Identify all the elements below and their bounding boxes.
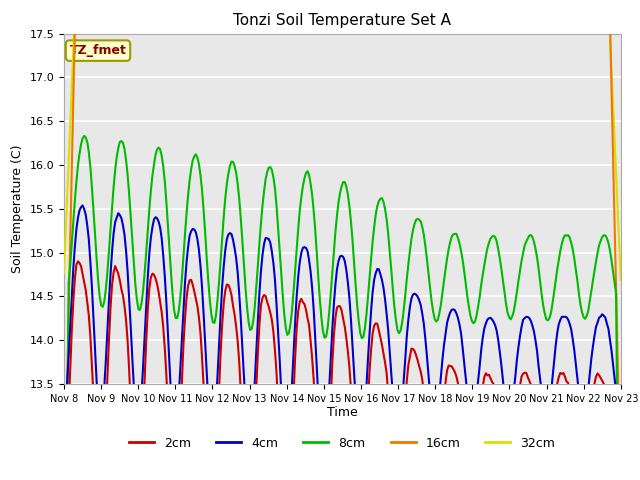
Text: TZ_fmet: TZ_fmet [70, 44, 127, 57]
X-axis label: Time: Time [327, 407, 358, 420]
Y-axis label: Soil Temperature (C): Soil Temperature (C) [11, 144, 24, 273]
Title: Tonzi Soil Temperature Set A: Tonzi Soil Temperature Set A [234, 13, 451, 28]
Legend: 2cm, 4cm, 8cm, 16cm, 32cm: 2cm, 4cm, 8cm, 16cm, 32cm [124, 432, 561, 455]
